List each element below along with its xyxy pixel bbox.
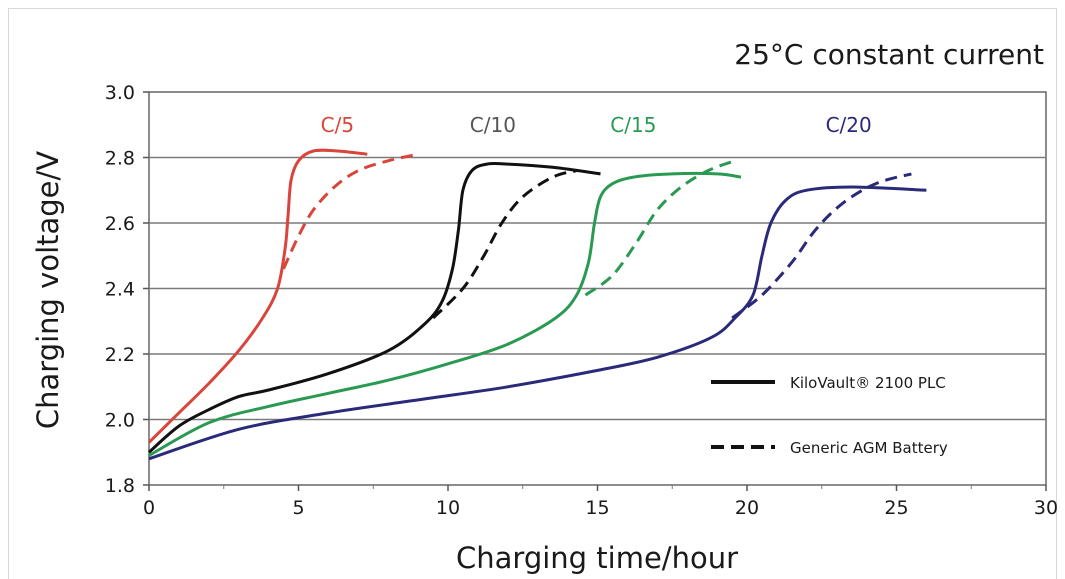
series-line-c-15-kilovault [148, 171, 742, 457]
x-tick-label: 10 [436, 497, 460, 519]
rate-label: C/15 [610, 113, 656, 137]
x-tick-label: 20 [735, 497, 759, 519]
x-tick-label: 25 [884, 497, 908, 519]
y-tick-label: 2.8 [105, 148, 135, 170]
chart-frame [8, 8, 1057, 579]
rate-label: C/5 [321, 113, 354, 137]
y-tick-label: 2.0 [105, 410, 135, 432]
series-line-c-5-generic-agm [282, 152, 419, 270]
x-tick-label: 30 [1034, 497, 1058, 519]
legend-label-generic-agm: Generic AGM Battery [790, 439, 948, 457]
x-tick-label: 15 [585, 497, 609, 519]
x-tick-label: 5 [292, 497, 304, 519]
series-line-c-10-generic-agm [432, 169, 577, 320]
chart-title: 25°C constant current [734, 38, 1044, 71]
y-tick-label: 1.8 [105, 475, 135, 497]
series-line-c-20-generic-agm [731, 172, 912, 320]
y-tick-label: 2.2 [105, 344, 135, 366]
series-lines [147, 148, 927, 461]
axis-ticks: 1.8 2.0 2.2 2.4 2.6 2.8 3.0 0 5 10 15 20 25 30 [105, 82, 1058, 519]
x-axis-title: Charging time/hour [456, 541, 738, 575]
series-line-c-5-kilovault [147, 148, 368, 444]
legend-label-kilovault: KiloVault® 2100 PLC [790, 374, 946, 392]
rate-label: C/10 [470, 113, 516, 137]
y-tick-label: 2.4 [105, 279, 135, 301]
rate-labels: C/5 C/10 C/15 C/20 [321, 113, 872, 137]
x-tick-label: 0 [143, 497, 155, 519]
legend: KiloVault® 2100 PLC Generic AGM Battery [711, 374, 948, 457]
grid-lines [149, 156, 1046, 421]
rate-label: C/20 [826, 113, 872, 137]
series-line-c-10-kilovault [148, 161, 601, 454]
y-tick-label: 2.6 [105, 213, 135, 235]
y-axis-title: Charging voltage/V [31, 151, 65, 429]
series-line-c-15-generic-agm [584, 159, 736, 297]
series-line-c-20-kilovault [148, 185, 927, 461]
y-tick-label: 3.0 [105, 82, 135, 104]
